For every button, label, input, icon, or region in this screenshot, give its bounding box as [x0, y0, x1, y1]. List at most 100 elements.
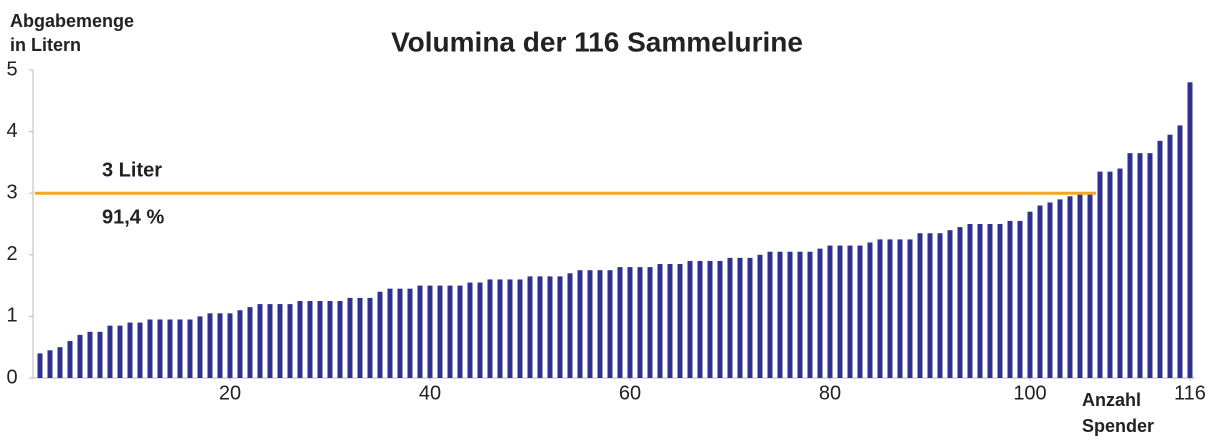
bar — [1177, 125, 1183, 378]
bar — [217, 313, 223, 378]
bar — [397, 288, 403, 378]
bar — [837, 245, 843, 378]
bar — [897, 239, 903, 378]
bar — [437, 285, 443, 378]
bar — [497, 279, 503, 378]
bar — [907, 239, 913, 378]
bar — [597, 270, 603, 378]
bar — [917, 233, 923, 378]
bar — [47, 350, 53, 378]
bar — [727, 257, 733, 378]
bar — [947, 230, 953, 378]
bar — [87, 331, 93, 378]
bar — [757, 254, 763, 378]
x-tick-label: 80 — [819, 382, 841, 404]
bar — [647, 267, 653, 378]
y-tick-label: 3 — [6, 181, 17, 203]
x-axis-label: Spender — [1082, 416, 1154, 436]
bar — [257, 304, 263, 378]
chart-title: Volumina der 116 Sammelurine — [391, 26, 803, 57]
bar — [1087, 193, 1093, 378]
bar — [637, 267, 643, 378]
bar — [307, 301, 313, 378]
y-tick-label: 5 — [6, 58, 17, 80]
bar — [1097, 171, 1103, 378]
x-axis-label: Anzahl — [1082, 390, 1141, 410]
bar — [1117, 168, 1123, 378]
y-tick-label: 2 — [6, 243, 17, 265]
bar — [777, 251, 783, 378]
bar — [1017, 220, 1023, 378]
bar — [317, 301, 323, 378]
bar — [737, 257, 743, 378]
bar — [407, 288, 413, 378]
bar — [787, 251, 793, 378]
bar — [687, 260, 693, 378]
bar — [627, 267, 633, 378]
bar — [377, 291, 383, 378]
bar — [997, 224, 1003, 378]
bar — [297, 301, 303, 378]
bar — [967, 224, 973, 378]
bar — [667, 264, 673, 378]
x-tick-label: 20 — [219, 382, 241, 404]
bar — [587, 270, 593, 378]
bar — [177, 319, 183, 378]
bar — [817, 248, 823, 378]
y-tick-label: 4 — [6, 120, 17, 142]
bar — [1037, 205, 1043, 378]
reference-sublabel: 91,4 % — [102, 206, 164, 228]
bar — [247, 307, 253, 378]
bar — [457, 285, 463, 378]
y-axis-label: in Litern — [10, 35, 81, 55]
bar — [1077, 193, 1083, 378]
bar — [1147, 153, 1153, 378]
bar — [387, 288, 393, 378]
bar — [717, 260, 723, 378]
bar — [107, 325, 113, 378]
bar — [797, 251, 803, 378]
bar — [747, 257, 753, 378]
bar — [1027, 211, 1033, 378]
bar — [1057, 199, 1063, 378]
bar — [447, 285, 453, 378]
bar — [677, 264, 683, 378]
bar — [427, 285, 433, 378]
bar — [37, 353, 43, 378]
bar — [617, 267, 623, 378]
bar — [887, 239, 893, 378]
bar — [577, 270, 583, 378]
bar — [357, 297, 363, 378]
bar — [237, 310, 243, 378]
bar — [847, 245, 853, 378]
bar — [1107, 171, 1113, 378]
bar — [227, 313, 233, 378]
bar — [927, 233, 933, 378]
bar — [1067, 196, 1073, 378]
bar — [657, 264, 663, 378]
reference-label: 3 Liter — [102, 159, 162, 181]
bar — [857, 245, 863, 378]
bar — [1167, 134, 1173, 378]
bar — [527, 276, 533, 378]
bar — [277, 304, 283, 378]
bar — [547, 276, 553, 378]
bar — [367, 297, 373, 378]
bar — [77, 334, 83, 378]
bar — [147, 319, 153, 378]
bar — [707, 260, 713, 378]
bar — [267, 304, 273, 378]
y-tick-label: 1 — [6, 305, 17, 327]
bar — [97, 331, 103, 378]
y-axis-label: Abgabemenge — [10, 11, 134, 31]
bar — [127, 322, 133, 378]
x-tick-label: 100 — [1013, 382, 1046, 404]
bar — [67, 341, 73, 378]
bar — [57, 347, 63, 378]
bar — [337, 301, 343, 378]
bar — [467, 282, 473, 378]
bar — [347, 297, 353, 378]
bar — [557, 276, 563, 378]
bar — [1157, 140, 1163, 378]
